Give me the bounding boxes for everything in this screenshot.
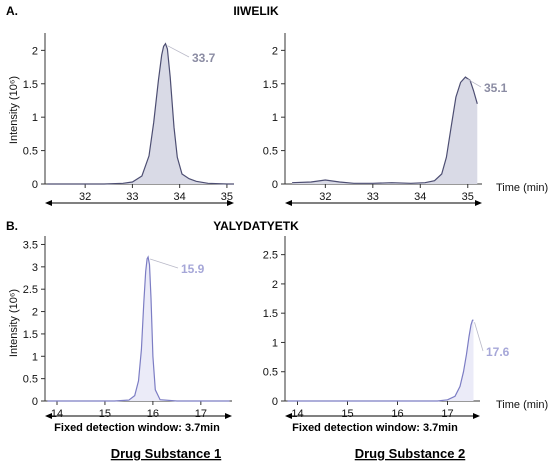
panel-a-label: A. bbox=[6, 4, 18, 18]
range-arrowhead bbox=[45, 413, 52, 419]
y-tick-label: 0 bbox=[32, 179, 38, 191]
x-tick-label: 32 bbox=[79, 191, 91, 203]
y-tick-label: 1 bbox=[272, 337, 278, 349]
chart-b1: 0 0.5 1 1.5 2 2.5 3 3.5 14 15 16 17 15.9 bbox=[23, 236, 232, 420]
x-tick-label: 17 bbox=[195, 408, 207, 420]
peak-leader-line bbox=[474, 322, 484, 352]
peak-label: 35.1 bbox=[484, 81, 508, 95]
range-arrowhead bbox=[473, 413, 480, 419]
y-axis-label-a: Intensity (10⁶) bbox=[8, 76, 20, 144]
x-axis-label-a: Time (min) bbox=[496, 182, 548, 194]
y-tick-label: 2 bbox=[32, 45, 38, 57]
range-arrowhead bbox=[285, 413, 292, 419]
x-tick-label: 34 bbox=[174, 191, 186, 203]
x-axis-label-b: Time (min) bbox=[496, 399, 548, 411]
x-tick-label: 32 bbox=[319, 191, 331, 203]
y-tick-label: 0.5 bbox=[263, 146, 278, 158]
y-tick-label: 2.5 bbox=[23, 284, 38, 296]
y-tick-label: 1 bbox=[32, 351, 38, 363]
y-tick-label: 1 bbox=[32, 112, 38, 124]
peak-label: 15.9 bbox=[181, 262, 205, 276]
peak-leader-line bbox=[167, 45, 190, 58]
x-tick-label: 16 bbox=[147, 408, 159, 420]
column-label-drug-substance-1: Drug Substance 1 bbox=[111, 446, 222, 461]
peptide-a-title: IIWELIK bbox=[233, 4, 279, 18]
chromatogram-area bbox=[287, 320, 474, 401]
x-tick-label: 35 bbox=[462, 191, 474, 203]
peptide-b-title: YALYDATYETK bbox=[213, 219, 299, 233]
range-arrowhead bbox=[475, 200, 482, 206]
range-arrowhead bbox=[285, 200, 292, 206]
y-tick-label: 3 bbox=[32, 262, 38, 274]
x-tick-label: 17 bbox=[441, 408, 453, 420]
column-label-drug-substance-2: Drug Substance 2 bbox=[355, 446, 466, 461]
chromatogram-area bbox=[292, 77, 478, 184]
range-arrowhead bbox=[227, 200, 234, 206]
y-tick-label: 1 bbox=[272, 112, 278, 124]
y-tick-label: 1.5 bbox=[263, 79, 278, 91]
chart-a2: 0 0.5 1 1.5 2 32 33 34 35 35.1 bbox=[263, 33, 508, 203]
x-tick-label: 14 bbox=[291, 408, 303, 420]
range-arrowhead bbox=[45, 200, 52, 206]
y-tick-label: 0.5 bbox=[23, 374, 38, 386]
range-arrows bbox=[45, 200, 482, 419]
y-tick-label: 0 bbox=[32, 396, 38, 408]
x-tick-label: 15 bbox=[341, 408, 353, 420]
peak-label: 17.6 bbox=[486, 345, 510, 359]
x-tick-label: 33 bbox=[126, 191, 138, 203]
chromatogram-line bbox=[287, 319, 474, 402]
y-tick-label: 1.5 bbox=[23, 329, 38, 341]
y-tick-label: 0 bbox=[272, 396, 278, 408]
detection-window-label-2: Fixed detection window: 3.7min bbox=[292, 422, 458, 434]
chart-b2: 0 0.5 1 1.5 2 2.5 14 15 16 17 17.6 bbox=[263, 236, 510, 420]
y-tick-label: 2.5 bbox=[263, 250, 278, 262]
y-tick-label: 1.5 bbox=[263, 308, 278, 320]
x-tick-label: 16 bbox=[391, 408, 403, 420]
y-tick-label: 3.5 bbox=[23, 239, 38, 251]
x-tick-label: 14 bbox=[51, 408, 63, 420]
chromatogram-line bbox=[47, 42, 234, 185]
y-tick-label: 2 bbox=[32, 307, 38, 319]
detection-window-label-1: Fixed detection window: 3.7min bbox=[54, 422, 220, 434]
x-tick-label: 15 bbox=[99, 408, 111, 420]
y-tick-label: 1.5 bbox=[23, 79, 38, 91]
peak-leader-line bbox=[467, 78, 482, 88]
chart-a1: 0 0.5 1 1.5 2 32 33 34 35 33.7 bbox=[23, 33, 235, 203]
range-arrowhead bbox=[225, 413, 232, 419]
panel-b-label: B. bbox=[6, 219, 18, 233]
y-tick-label: 0.5 bbox=[23, 146, 38, 158]
y-tick-label: 2 bbox=[272, 45, 278, 57]
y-tick-label: 2 bbox=[272, 279, 278, 291]
chromatogram-line bbox=[47, 255, 230, 402]
y-axis-label-b: Intensity (10⁶) bbox=[8, 289, 20, 357]
x-tick-label: 35 bbox=[221, 191, 233, 203]
x-tick-label: 33 bbox=[367, 191, 379, 203]
peak-leader-line bbox=[149, 258, 179, 269]
y-tick-label: 0 bbox=[272, 179, 278, 191]
x-tick-label: 34 bbox=[414, 191, 426, 203]
y-tick-label: 0.5 bbox=[263, 367, 278, 379]
chromatogram-line bbox=[292, 76, 478, 184]
peak-label: 33.7 bbox=[192, 51, 216, 65]
